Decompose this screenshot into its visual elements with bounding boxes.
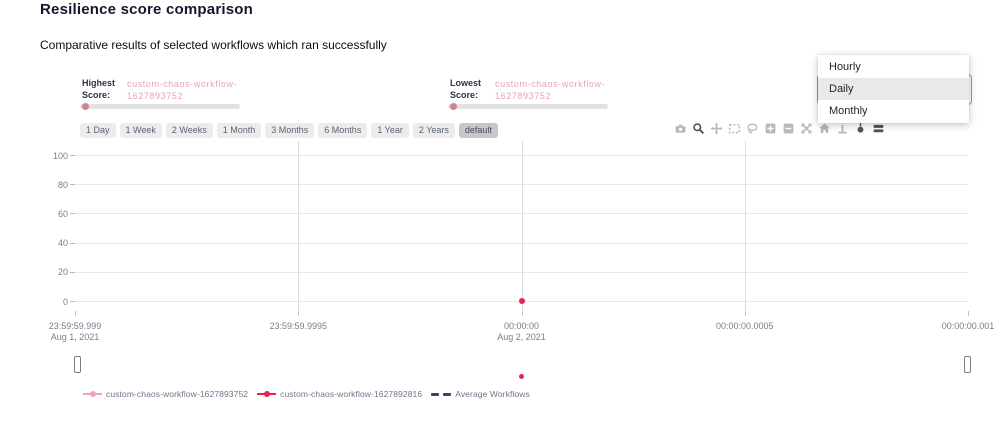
x-tick-time-4: 00:00:00.001 (941, 321, 995, 331)
legend-item-0[interactable]: custom-chaos-workflow-1627893752 (83, 389, 248, 399)
x-tick-time-3: 00:00:00.0005 (715, 321, 774, 331)
legend-item-1[interactable]: custom-chaos-workflow-1627892816 (257, 389, 422, 399)
y-tick-label-0: 0 (62, 296, 68, 307)
highest-score-card: Highest Score: custom-chaos-workflow- 16… (80, 77, 240, 110)
modebar-hover-closest-icon[interactable] (852, 121, 869, 136)
page-subtitle: Comparative results of selected workflow… (40, 38, 387, 52)
legend-dash (431, 392, 440, 396)
y-tick-label-80: 80 (57, 179, 68, 190)
modebar-hover-compare-icon[interactable] (870, 121, 887, 136)
legend-marker-line-dot-icon (257, 390, 277, 398)
legend-dot (263, 391, 270, 397)
lowest-score-label-line1: Lowest (450, 78, 482, 88)
lowest-score-workflow-name: custom-chaos-workflow- (495, 79, 606, 89)
rangeslider-left-handle[interactable] (74, 356, 81, 373)
range-button-1-week[interactable]: 1 Week (119, 123, 162, 138)
highest-score-value: custom-chaos-workflow- 1627893752 (127, 78, 237, 102)
highest-score-label-line1: Highest (82, 78, 116, 88)
range-button-1-year[interactable]: 1 Year (371, 123, 409, 138)
legend-marker-dash-icon (431, 390, 452, 398)
y-tick-label-60: 60 (57, 208, 68, 219)
x-gridline-3 (744, 141, 746, 311)
y-tick-80 (70, 184, 75, 186)
y-tick-100 (70, 155, 75, 156)
modebar-pan-icon[interactable] (708, 121, 725, 136)
x-tick-time-2: 00:00:00 (503, 321, 540, 331)
modebar-zoom-icon[interactable] (690, 121, 707, 136)
interval-dropdown-menu: Hourly Daily Monthly (818, 55, 969, 123)
legend-marker-line-dot-icon (83, 390, 102, 398)
interval-option-monthly[interactable]: Monthly (829, 105, 868, 117)
highest-score-workflow-name: custom-chaos-workflow- (127, 79, 238, 89)
x-tick-0 (75, 311, 76, 316)
range-button-2-years[interactable]: 2 Years (412, 123, 455, 138)
page-title: Resilience score comparison (40, 1, 253, 18)
range-button-default[interactable]: default (458, 123, 498, 138)
x-tick-label-3: 00:00:00.0005 (716, 321, 774, 332)
modebar-lasso-icon[interactable] (744, 121, 761, 136)
lowest-score-value: custom-chaos-workflow- 1627893752 (495, 78, 605, 102)
highest-score-slider-thumb (82, 103, 89, 110)
lowest-score-card: Lowest Score: custom-chaos-workflow- 162… (448, 77, 608, 110)
x-tick-label-2: 00:00:00 Aug 2, 2021 (497, 321, 546, 343)
lowest-score-label-line2: Score: (450, 90, 479, 100)
range-button-1-day[interactable]: 1 Day (80, 123, 116, 138)
y-tick-20 (70, 271, 75, 273)
x-tick-date-2: Aug 2, 2021 (497, 332, 546, 342)
x-tick-label-1: 23:59:59.9995 (269, 321, 327, 332)
x-tick-1 (298, 311, 300, 316)
time-range-button-row: 1 Day 1 Week 2 Weeks 1 Month 3 Months 6 Month… (80, 123, 498, 138)
lowest-score-label: Lowest Score: (450, 77, 481, 101)
x-tick-date-0: Aug 1, 2021 (50, 332, 100, 342)
rangeslider-point-series1-0 (519, 374, 524, 379)
range-button-3-months[interactable]: 3 Months (265, 123, 315, 138)
range-button-2-weeks[interactable]: 2 Weeks (165, 123, 213, 138)
highest-score-label: Highest Score: (82, 77, 115, 101)
lowest-score-slider-thumb (450, 103, 457, 110)
x-tick-time-0: 23:59:59.999 (48, 321, 102, 331)
legend-label-1: custom-chaos-workflow-1627892816 (280, 389, 423, 399)
x-tick-4 (968, 311, 969, 316)
plotly-modebar (672, 121, 887, 136)
y-tick-label-20: 20 (57, 267, 68, 278)
y-tick-label-100: 100 (52, 150, 68, 161)
chart-legend: custom-chaos-workflow-1627893752 custom-c… (83, 389, 530, 399)
legend-item-2[interactable]: Average Workflows (431, 389, 530, 399)
highest-score-label-line2: Score: (82, 90, 111, 100)
lowest-score-workflow-id: 1627893752 (495, 91, 552, 101)
x-tick-label-0: 23:59:59.999 Aug 1, 2021 (49, 321, 102, 343)
y-tick-40 (70, 242, 75, 244)
y-tick-60 (70, 213, 75, 215)
lowest-score-slider-track (448, 103, 608, 110)
highest-score-workflow-id: 1627893752 (127, 91, 184, 101)
legend-dash (443, 392, 452, 396)
data-point-series1-0 (518, 298, 525, 304)
legend-label-0: custom-chaos-workflow-1627893752 (106, 389, 249, 399)
range-button-1-month[interactable]: 1 Month (216, 123, 262, 138)
rangeslider-right-handle[interactable] (964, 356, 971, 373)
x-gridline-1 (298, 141, 300, 311)
modebar-camera-icon[interactable] (672, 121, 689, 136)
x-tick-2 (521, 311, 523, 316)
modebar-zoom-in-icon[interactable] (762, 121, 779, 136)
y-tick-label-40: 40 (57, 238, 68, 249)
highest-score-slider-track (80, 103, 240, 110)
y-tick-0 (70, 301, 75, 302)
modebar-box-select-icon[interactable] (726, 121, 743, 136)
modebar-autoscale-icon[interactable] (798, 121, 815, 136)
modebar-zoom-out-icon[interactable] (780, 121, 797, 136)
interval-option-daily[interactable]: Daily (818, 78, 969, 100)
range-button-6-months[interactable]: 6 Months (318, 123, 368, 138)
legend-dashes (431, 390, 452, 398)
x-tick-3 (744, 311, 746, 316)
x-tick-time-1: 23:59:59.9995 (269, 321, 328, 331)
modebar-reset-axes-icon[interactable] (816, 121, 833, 136)
x-tick-label-4: 00:00:00.001 (942, 321, 995, 332)
interval-option-hourly[interactable]: Hourly (829, 61, 861, 73)
legend-label-2: Average Workflows (455, 389, 530, 399)
legend-dot (89, 391, 96, 397)
x-gridline-2 (521, 141, 523, 311)
modebar-spikelines-icon[interactable] (834, 121, 851, 136)
